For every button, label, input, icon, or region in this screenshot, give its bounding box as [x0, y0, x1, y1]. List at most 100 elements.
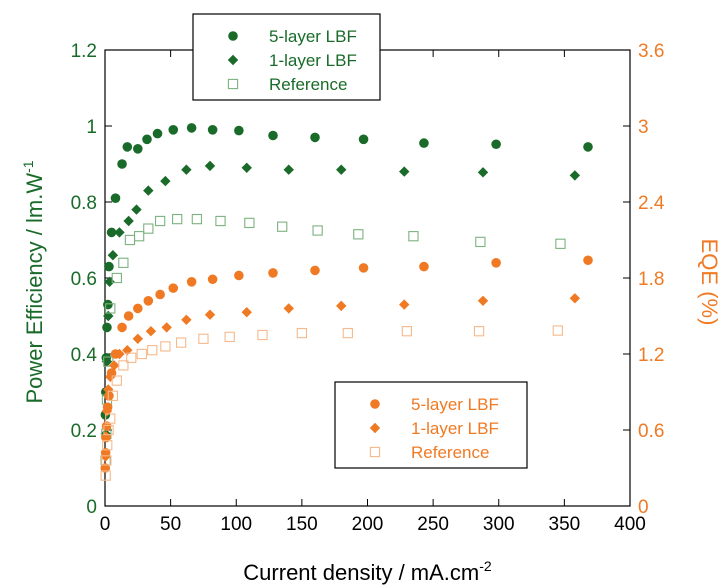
- data-point: [118, 257, 129, 268]
- y-right-tick-label: 1.8: [638, 269, 664, 290]
- x-tick-label: 250: [417, 514, 449, 535]
- data-point: [145, 326, 157, 337]
- legend-box: [192, 13, 381, 101]
- data-point: [133, 303, 143, 314]
- data-point: [107, 250, 119, 261]
- y-left-axis-title-superscript: -1: [20, 160, 36, 173]
- data-point: [583, 142, 593, 152]
- data-point: [224, 331, 235, 343]
- x-tick-label: 100: [220, 514, 252, 535]
- data-point: [555, 238, 566, 249]
- data-point: [154, 215, 166, 227]
- data-point: [117, 159, 127, 169]
- series-left-square-open: [100, 213, 566, 466]
- legend-marker: [369, 446, 381, 458]
- data-point: [105, 413, 116, 424]
- data-point: [204, 160, 216, 172]
- data-point: [100, 463, 111, 473]
- data-point: [142, 134, 152, 145]
- data-point: [277, 221, 288, 232]
- data-point: [358, 134, 369, 145]
- data-point: [111, 272, 122, 284]
- data-point: [110, 193, 121, 203]
- data-point: [283, 303, 294, 314]
- data-point: [569, 170, 581, 181]
- data-point: [152, 128, 163, 139]
- data-point: [107, 390, 119, 401]
- data-point: [401, 326, 413, 337]
- x-tick-label: 350: [549, 514, 581, 535]
- legend-marker: [227, 54, 239, 66]
- x-tick-label: 150: [286, 514, 318, 535]
- data-point: [104, 391, 114, 401]
- data-point: [310, 132, 320, 143]
- data-point: [186, 277, 197, 287]
- data-point: [160, 341, 171, 352]
- legend-label: Reference: [411, 443, 489, 462]
- data-point: [103, 384, 114, 395]
- data-point: [198, 333, 209, 344]
- data-point: [181, 314, 192, 325]
- data-point: [103, 299, 113, 310]
- data-point: [100, 451, 111, 462]
- data-point: [312, 225, 323, 236]
- data-point: [241, 307, 252, 318]
- data-point: [477, 167, 489, 178]
- legend-marker: [228, 31, 238, 41]
- data-point: [123, 311, 134, 321]
- data-point: [108, 360, 120, 371]
- data-point: [133, 231, 145, 242]
- y-left-tick-label: 0: [86, 497, 97, 518]
- series-right-square-open: [100, 325, 563, 481]
- data-point: [234, 125, 244, 136]
- data-point: [234, 270, 244, 281]
- data-point: [296, 327, 308, 339]
- data-point: [491, 258, 501, 268]
- data-point: [419, 261, 429, 272]
- data-point: [475, 236, 486, 248]
- axis-ticks: 0 50 100 150 200 250 300 350 40000.20.40.60.811.…: [71, 41, 665, 535]
- data-point: [143, 223, 154, 234]
- data-point: [168, 283, 179, 293]
- y-left-axis-title: Power Efficiency / lm.W-1: [20, 160, 47, 403]
- data-point: [118, 360, 129, 371]
- x-axis-title: Current density / mA.cm-2: [243, 558, 492, 585]
- legend-box: [334, 381, 528, 469]
- data-point: [101, 455, 112, 466]
- data-point: [342, 327, 353, 339]
- data-point: [136, 348, 147, 360]
- data-point: [583, 255, 593, 266]
- y-right-axis-title: EQE (%): [697, 239, 722, 326]
- data-point: [419, 138, 429, 148]
- data-point: [191, 213, 203, 225]
- y-right-tick-label: 2.4: [638, 193, 665, 214]
- series-right-diamond: [100, 293, 581, 462]
- legend-marker: [370, 399, 380, 409]
- x-tick-label: 0: [100, 514, 111, 535]
- data-point: [103, 424, 114, 436]
- data-point: [552, 325, 563, 336]
- x-tick-label: 50: [160, 514, 181, 535]
- data-point: [310, 265, 320, 276]
- x-tick-label: 300: [483, 514, 515, 535]
- data-point: [336, 300, 347, 312]
- data-point: [172, 213, 183, 225]
- data-point: [133, 144, 143, 154]
- y-right-tick-label: 0: [638, 497, 649, 518]
- data-point: [215, 215, 226, 227]
- data-point: [155, 289, 165, 300]
- data-point: [124, 234, 136, 246]
- data-point: [117, 322, 127, 333]
- data-point: [399, 299, 410, 310]
- data-point: [244, 217, 255, 229]
- y-right-tick-label: 3.6: [638, 41, 664, 62]
- y-left-tick-label: 1.2: [71, 41, 97, 62]
- legend-marker: [369, 422, 381, 434]
- data-point: [123, 215, 134, 227]
- data-point: [186, 123, 197, 133]
- data-point: [477, 295, 489, 306]
- data-point: [160, 175, 171, 187]
- data-point: [100, 470, 111, 481]
- x-tick-label: 200: [352, 514, 384, 535]
